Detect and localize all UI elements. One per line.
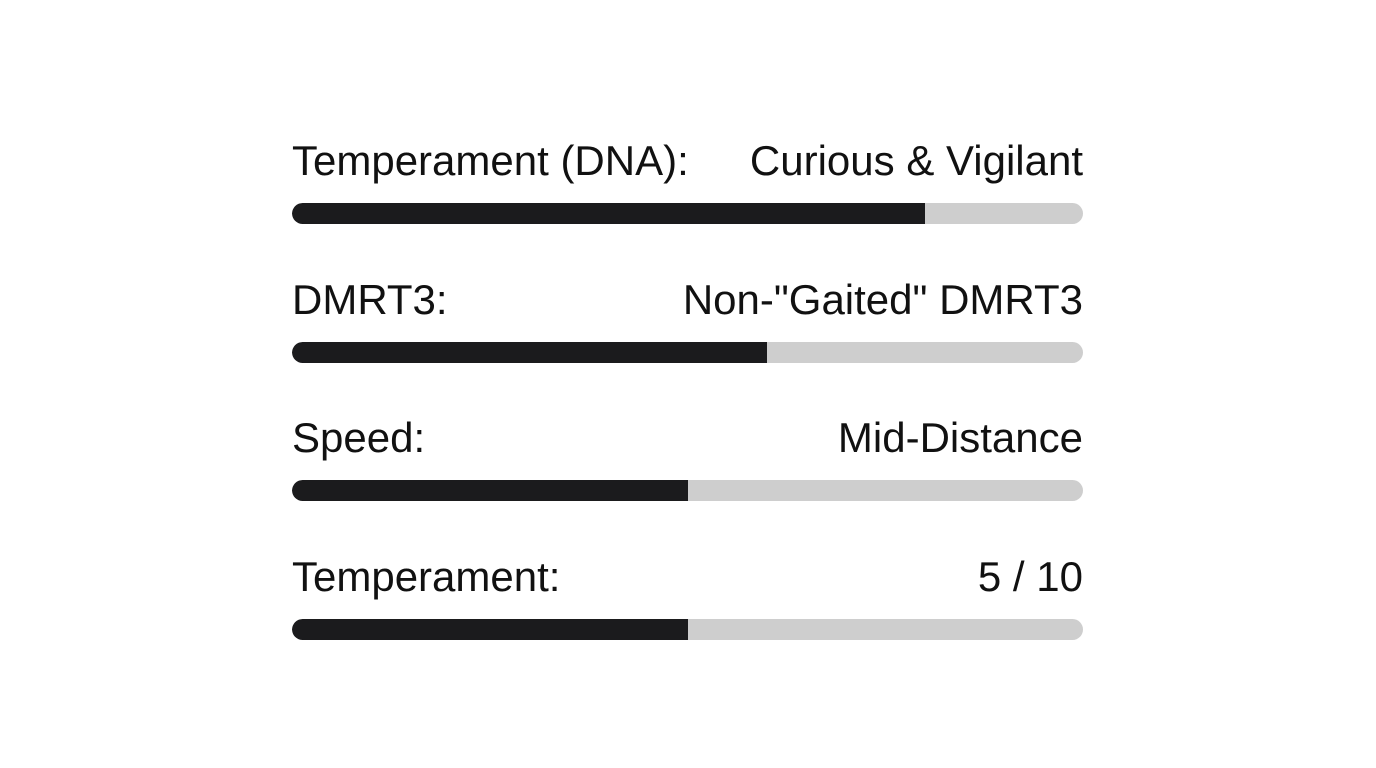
stat-value: Mid-Distance: [837, 414, 1083, 461]
progress-bar-track: [292, 618, 1083, 640]
stat-label: Speed:: [292, 414, 426, 461]
stat-header: Speed: Mid-Distance: [292, 409, 1083, 469]
progress-bar-fill: [292, 618, 688, 640]
stat-temperament-dna: Temperament (DNA): Curious & Vigilant: [292, 132, 1083, 271]
stats-panel: Temperament (DNA): Curious & Vigilant DM…: [292, 132, 1083, 686]
progress-bar-fill: [292, 480, 688, 501]
stat-header: DMRT3: Non-"Gaited" DMRT3: [292, 271, 1083, 331]
stat-label: DMRT3:: [292, 275, 448, 323]
progress-bar-track: [292, 203, 1083, 224]
stat-value: Curious & Vigilant: [749, 137, 1083, 184]
stat-label: Temperament:: [292, 552, 561, 600]
stat-header: Temperament (DNA): Curious & Vigilant: [292, 132, 1083, 192]
progress-bar-fill: [292, 341, 767, 363]
stat-temperament: Temperament: 5 / 10: [292, 548, 1083, 687]
stat-header: Temperament: 5 / 10: [292, 548, 1083, 608]
stat-speed: Speed: Mid-Distance: [292, 409, 1083, 548]
progress-bar-track: [292, 341, 1083, 363]
stat-dmrt3: DMRT3: Non-"Gaited" DMRT3: [292, 271, 1083, 410]
progress-bar-track: [292, 480, 1083, 501]
stat-value: 5 / 10: [977, 552, 1083, 600]
stat-value: Non-"Gaited" DMRT3: [682, 275, 1083, 323]
stat-label: Temperament (DNA):: [292, 137, 689, 184]
progress-bar-fill: [292, 203, 925, 224]
